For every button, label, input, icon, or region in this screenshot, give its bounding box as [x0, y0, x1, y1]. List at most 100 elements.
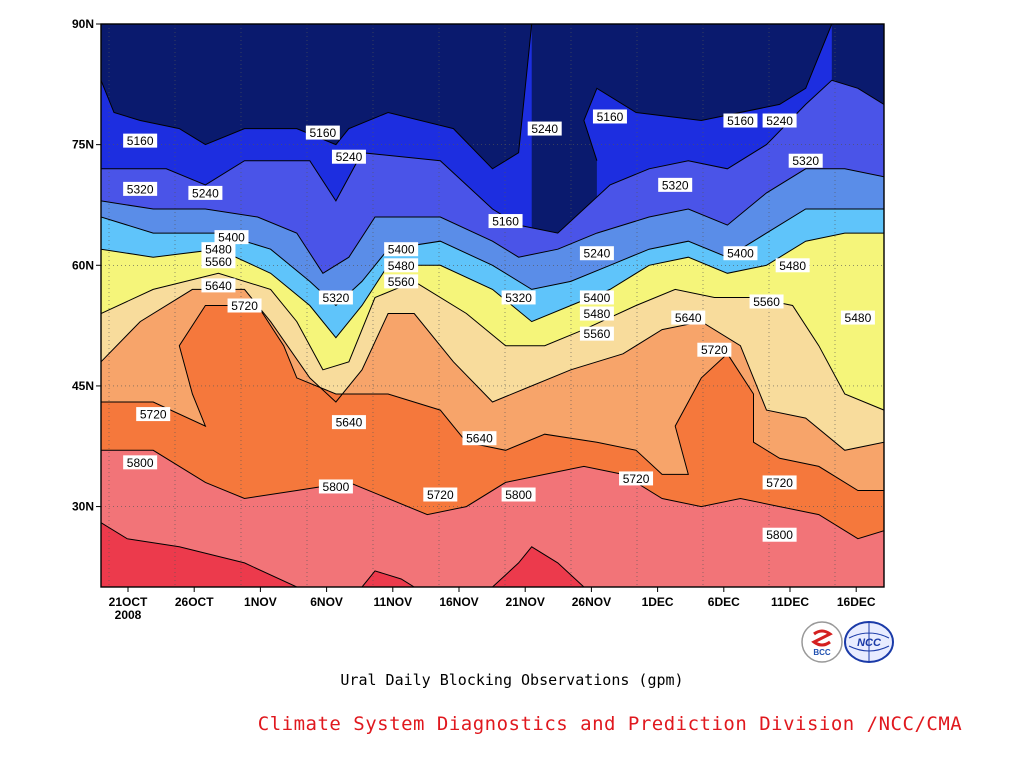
contour-label-box: [384, 258, 419, 273]
contour-label-text: 5160: [492, 215, 519, 229]
contour-label: 5160: [305, 125, 340, 140]
contour-label-text: 5480: [388, 259, 415, 273]
contour-label-box: [697, 342, 732, 357]
plot-frame: [100, 23, 885, 588]
contour-label-box: [331, 415, 366, 430]
contour-label: 5400: [384, 242, 419, 257]
contour-label-text: 5160: [127, 134, 154, 148]
contour-label: 5320: [501, 290, 536, 305]
y-tick-label: 90N: [72, 17, 94, 31]
contour-label-text: 5480: [584, 307, 611, 321]
band-above-5880: [362, 570, 415, 587]
contour-label: 5800: [762, 527, 797, 542]
contour-label: 5400: [579, 290, 614, 305]
contour-label: 5720: [619, 471, 654, 486]
contour-label: 5800: [501, 487, 536, 502]
contour-label-text: 5400: [584, 291, 611, 305]
contour-label-box: [762, 475, 797, 490]
contour-label: 5240: [188, 185, 223, 200]
contour-label: 5160: [592, 109, 627, 124]
contour-label-text: 5640: [466, 432, 493, 446]
ncc-logo-icon: NCC: [843, 620, 895, 668]
contour-label-text: 5560: [205, 255, 232, 269]
contour-label-text: 5240: [192, 186, 219, 200]
contour-label-text: 5720: [623, 472, 650, 486]
x-tick-label: 16NOV: [439, 595, 478, 609]
contour-label-box: [462, 431, 497, 446]
x-tick-label: 21OCT: [109, 595, 148, 609]
contour-label-text: 5160: [597, 110, 624, 124]
contour-label-box: [579, 290, 614, 305]
contour-label: 5720: [227, 298, 262, 313]
contour-label-box: [136, 407, 171, 422]
contour-label-text: 5320: [792, 154, 819, 168]
contour-label: 5480: [840, 310, 875, 325]
contour-label-text: 5560: [753, 295, 780, 309]
contour-label-box: [527, 121, 562, 136]
contour-label-text: 5720: [766, 476, 793, 490]
contour-label: 5320: [788, 153, 823, 168]
contour-line-5720: [101, 305, 884, 491]
y-tick-label: 45N: [72, 379, 94, 393]
contour-label: 5240: [579, 246, 614, 261]
contour-label-text: 5400: [218, 231, 245, 245]
contour-label: 5560: [579, 326, 614, 341]
contour-label-box: [788, 153, 823, 168]
contour-label: 5560: [749, 294, 784, 309]
contour-label-text: 5480: [205, 243, 232, 257]
contour-label-text: 5320: [505, 291, 532, 305]
contour-label-text: 5720: [140, 408, 167, 422]
x-tick-label: 26OCT: [175, 595, 214, 609]
contour-label: 5320: [123, 181, 158, 196]
contour-label-text: 5800: [127, 456, 154, 470]
contour-label-box: [723, 113, 758, 128]
contour-label-box: [579, 246, 614, 261]
contour-label-text: 5800: [505, 488, 532, 502]
contour-label: 5640: [462, 431, 497, 446]
contour-label: 5400: [723, 246, 758, 261]
x-tick-label: 1NOV: [244, 595, 277, 609]
contour-line-5480: [101, 232, 884, 339]
band-above-5800: [101, 450, 884, 587]
contour-label-text: 5480: [845, 311, 872, 325]
y-tick-label: 60N: [72, 258, 94, 272]
contour-label-box: [201, 254, 236, 269]
contour-label-box: [201, 278, 236, 293]
contour-label-text: 5560: [388, 275, 415, 289]
bcc-logo-text: BCC: [813, 648, 831, 657]
x-tick-label: 6DEC: [708, 595, 740, 609]
contour-label-box: [592, 109, 627, 124]
contour-label-box: [384, 242, 419, 257]
x-tick-label: 26NOV: [572, 595, 611, 609]
contour-label-box: [723, 246, 758, 261]
x-tick-label: 21NOV: [506, 595, 545, 609]
contour-label-text: 5720: [427, 488, 454, 502]
contour-label: 5480: [384, 258, 419, 273]
contour-label: 5720: [423, 487, 458, 502]
contour-label-box: [227, 298, 262, 313]
bcc-logo-icon: BCC: [800, 620, 844, 668]
contour-label-text: 5800: [323, 480, 350, 494]
contour-label-text: 5640: [336, 416, 363, 430]
contour-label: 5720: [136, 407, 171, 422]
contour-line-5400: [101, 208, 884, 307]
credit-text: Climate System Diagnostics and Predictio…: [257, 713, 963, 735]
contour-label-box: [840, 310, 875, 325]
contour-label-text: 5720: [701, 343, 728, 357]
contour-line-5880: [361, 570, 415, 587]
contour-label-box: [775, 258, 810, 273]
contour-label: 5480: [579, 306, 614, 321]
contour-label: 5800: [123, 455, 158, 470]
contour-label: 5160: [488, 214, 523, 229]
contour-label-text: 5720: [231, 299, 258, 313]
contour-label-text: 5480: [779, 259, 806, 273]
contour-label: 5800: [318, 479, 353, 494]
contour-line-5160: [583, 24, 833, 161]
contour-label: 5480: [775, 258, 810, 273]
year-label: 2008: [115, 608, 142, 622]
contour-label-box: [762, 527, 797, 542]
contour-label-box: [488, 214, 523, 229]
contour-label-box: [423, 487, 458, 502]
y-tick-label: 30N: [72, 500, 94, 514]
chart-title: Ural Daily Blocking Observations (gpm): [340, 671, 684, 689]
